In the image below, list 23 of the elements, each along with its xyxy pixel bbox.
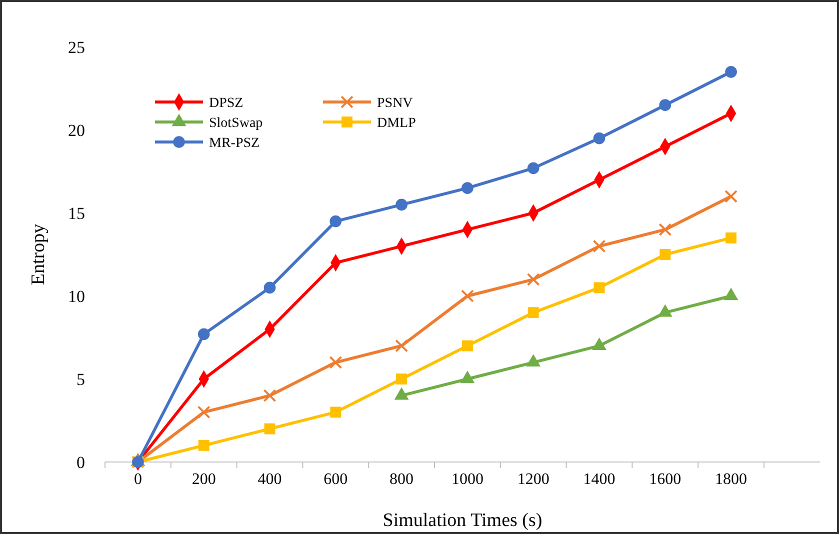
legend-label: DPSZ: [209, 96, 244, 111]
x-tick-label: 1400: [583, 471, 616, 488]
y-tick-label: 10: [68, 287, 85, 306]
y-tick-label: 20: [68, 121, 85, 140]
legend-label: PSNV: [377, 96, 413, 111]
x-tick-label: 1600: [649, 471, 682, 488]
x-tick-label: 0: [134, 471, 142, 488]
y-tick-label: 15: [68, 204, 85, 223]
legend-label: DMLP: [377, 116, 416, 131]
x-tick-label: 1000: [451, 471, 484, 488]
y-tick-label: 0: [76, 453, 85, 472]
x-tick-label: 800: [390, 471, 414, 488]
x-tick-label: 1200: [517, 471, 550, 488]
x-tick-label: 200: [192, 471, 216, 488]
legend-label: SlotSwap: [209, 116, 263, 131]
x-tick-label: 1800: [715, 471, 748, 488]
x-tick-label: 600: [324, 471, 348, 488]
y-axis-title: Entropy: [28, 223, 49, 286]
y-tick-label: 5: [76, 370, 85, 389]
y-tick-label: 25: [68, 38, 85, 57]
legend-label: MR-PSZ: [209, 136, 260, 151]
x-tick-label: 400: [258, 471, 282, 488]
x-axis-title: Simulation Times (s): [382, 510, 542, 531]
